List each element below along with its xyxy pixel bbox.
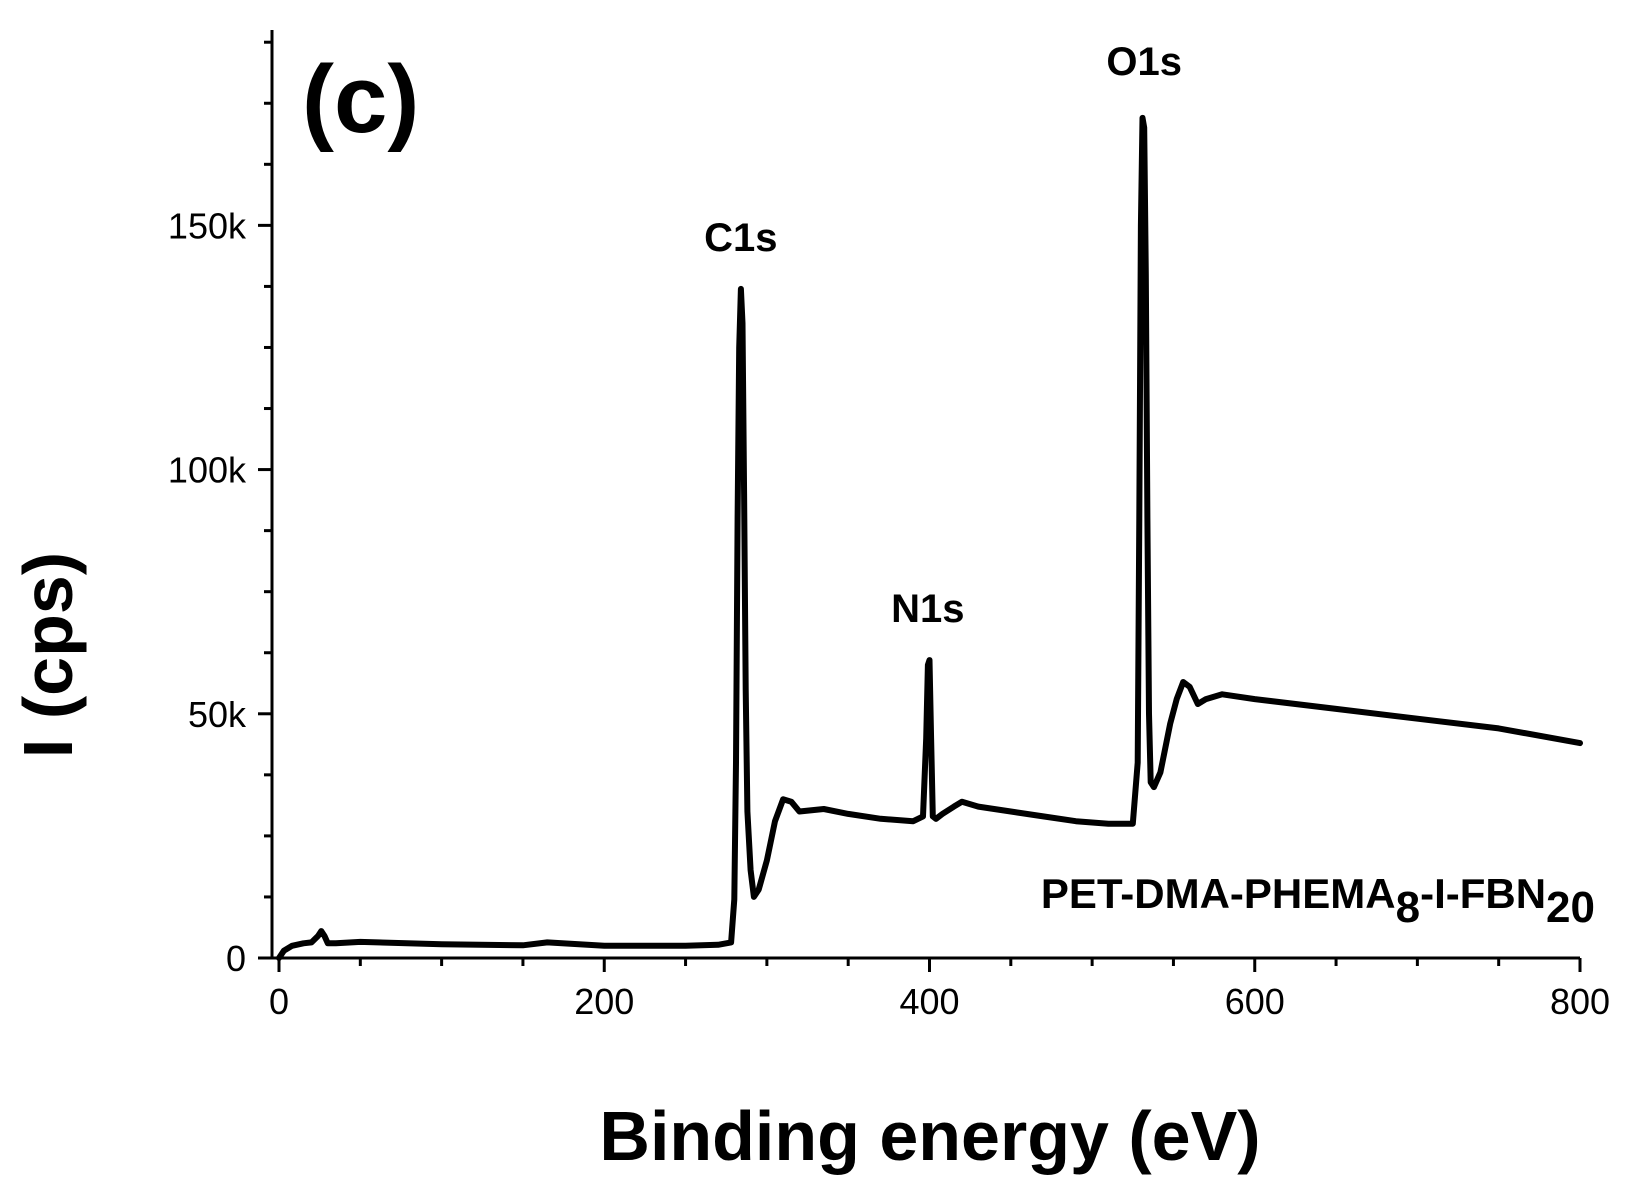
y-tick-label: 150k [168, 205, 247, 246]
y-axis-title: I (cps) [9, 552, 87, 758]
peak-label-n1s: N1s [891, 587, 964, 631]
sample-label-main: PET-DMA-PHEMA [1041, 870, 1396, 917]
peak-label-c1s: C1s [704, 216, 777, 260]
x-tick-label: 800 [1550, 981, 1610, 1022]
sample-label-sub1: 8 [1396, 883, 1420, 932]
peak-labels: C1s N1s O1s [704, 40, 1182, 631]
x-tick-label: 0 [269, 981, 289, 1022]
sample-label-sub2: 20 [1546, 883, 1595, 932]
y-tick-label: 100k [168, 450, 247, 491]
y-tick-label: 50k [188, 694, 247, 735]
x-tick-label: 200 [574, 981, 634, 1022]
sample-label: PET-DMA-PHEMA8-I-FBN20 [1041, 870, 1595, 932]
panel-label: (c) [302, 46, 419, 153]
sample-label-mid: -I-FBN [1420, 870, 1546, 917]
y-axis: 0 50k 100k 150k [168, 30, 274, 979]
x-tick-label: 400 [899, 981, 959, 1022]
spectrum-line [276, 114, 1583, 961]
peak-label-o1s: O1s [1106, 40, 1182, 84]
x-axis-title: Binding energy (eV) [599, 1097, 1260, 1175]
x-axis: 0 200 400 600 800 [269, 956, 1610, 1022]
x-tick-label: 600 [1225, 981, 1285, 1022]
y-tick-label: 0 [226, 938, 246, 979]
